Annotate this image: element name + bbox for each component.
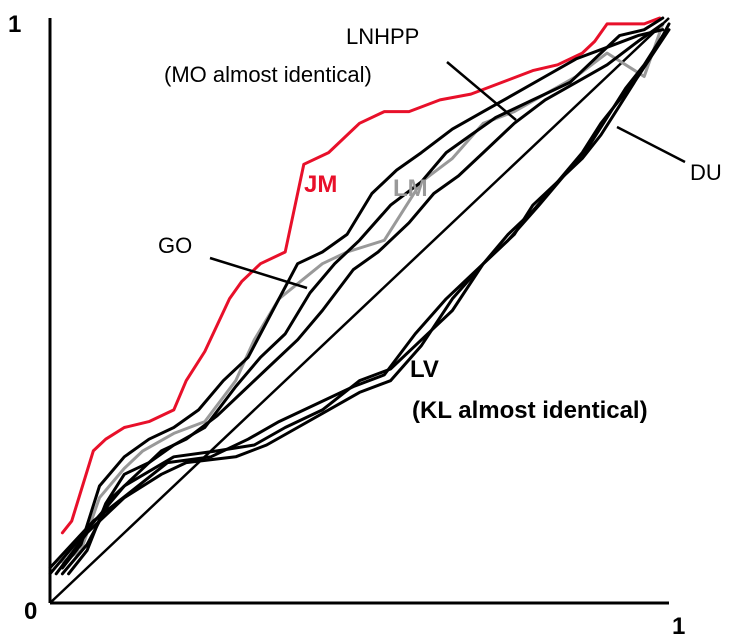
annotation-mo-note: (MO almost identical) [164,62,372,87]
series-line-jm [60,16,662,535]
annotation-du: DU [690,160,722,185]
annotation-lv: LV [410,356,439,383]
x-tick-zero: 0 [24,598,37,625]
lnhpp-leader-line [446,61,517,121]
annotation-jm: JM [304,171,337,198]
annotation-kl-note: (KL almost identical) [412,397,648,424]
go-leader-line [209,256,308,290]
y-tick-one: 1 [8,11,21,38]
series-line-du [54,28,671,576]
series-line-go [60,28,665,570]
du-leader-line [616,125,686,164]
diagonal-line [49,17,670,604]
series-line-lv [48,22,671,576]
annotation-lm: LM [393,175,428,202]
series-group [48,16,671,576]
series-line-lnhpp [67,16,665,576]
annotation-go: GO [158,233,192,258]
series-line-kl [48,34,665,570]
x-tick-one: 1 [672,613,685,638]
annotation-lnhpp: LNHPP [346,24,419,49]
series-line-mo [60,22,665,576]
